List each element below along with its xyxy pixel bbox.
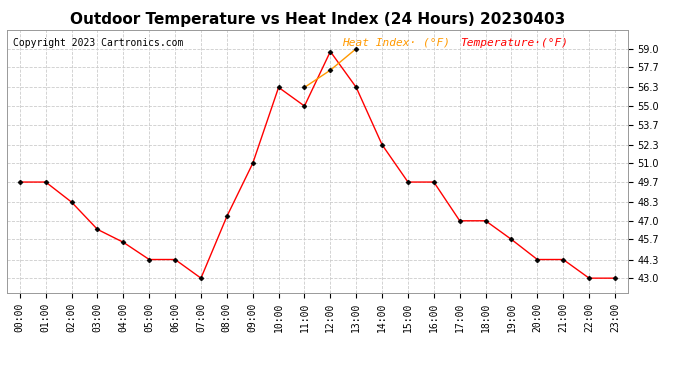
Text: Temperature·(°F): Temperature·(°F) [460, 38, 569, 48]
Text: Heat Index· (°F): Heat Index· (°F) [342, 38, 451, 48]
Text: Copyright 2023 Cartronics.com: Copyright 2023 Cartronics.com [13, 38, 184, 48]
Title: Outdoor Temperature vs Heat Index (24 Hours) 20230403: Outdoor Temperature vs Heat Index (24 Ho… [70, 12, 565, 27]
